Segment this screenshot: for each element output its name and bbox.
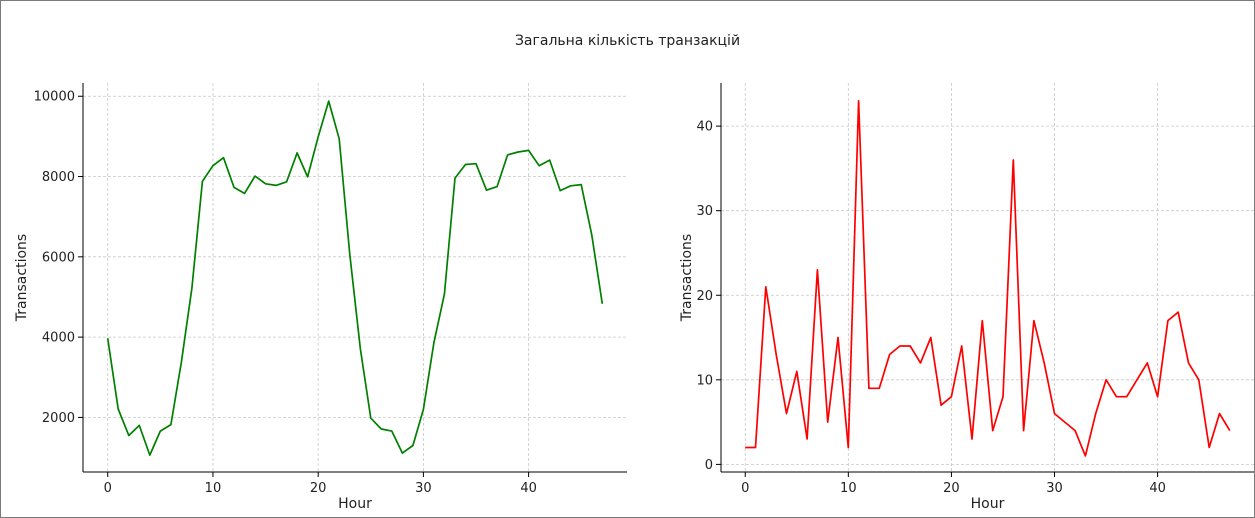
chart-2-series-line-0: [745, 99, 1231, 457]
chart-1-x-tick-label-4: 40: [520, 481, 537, 496]
chart-1-y-tick-label-0: 2000: [42, 411, 75, 426]
chart-2-x-axis-label: Hour: [971, 496, 1005, 512]
chart-2-x-tick-label-3: 30: [1046, 481, 1063, 496]
chart-2-y-tick-label-1: 10: [696, 373, 713, 388]
chart-2-y-tick-label-4: 40: [696, 120, 713, 135]
chart-2-x-tick-label-2: 20: [943, 481, 960, 496]
chart-1-x-tick-label-3: 30: [415, 481, 432, 496]
chart-1-y-axis-label: Transactions: [14, 234, 30, 322]
chart-1-x-tick-label-2: 20: [310, 481, 327, 496]
chart-2-y-tick-label-3: 30: [696, 204, 713, 219]
chart-1-y-tick-label-4: 10000: [34, 90, 75, 105]
chart-2-y-tick-label-2: 20: [696, 289, 713, 304]
chart-2-x-tick-label-4: 40: [1149, 481, 1166, 496]
chart-1-y-tick-label-2: 6000: [42, 250, 75, 265]
chart-2-y-axis-label: Transactions: [679, 234, 695, 322]
chart-1-x-axis-label: Hour: [338, 496, 372, 512]
chart-1-x-tick-label-0: 0: [104, 481, 112, 496]
chart-1-y-tick-label-1: 4000: [42, 331, 75, 346]
chart-2-y-tick-label-0: 0: [705, 458, 713, 473]
figure-title: Загальна кількість транзакцій: [514, 33, 741, 49]
chart-2-x-tick-label-0: 0: [741, 481, 749, 496]
chart-1-x-tick-label-1: 10: [205, 481, 222, 496]
chart-2-x-tick-label-1: 10: [840, 481, 857, 496]
chart-1-y-tick-label-3: 8000: [42, 170, 75, 185]
chart-1-series-line-0: [106, 100, 604, 456]
